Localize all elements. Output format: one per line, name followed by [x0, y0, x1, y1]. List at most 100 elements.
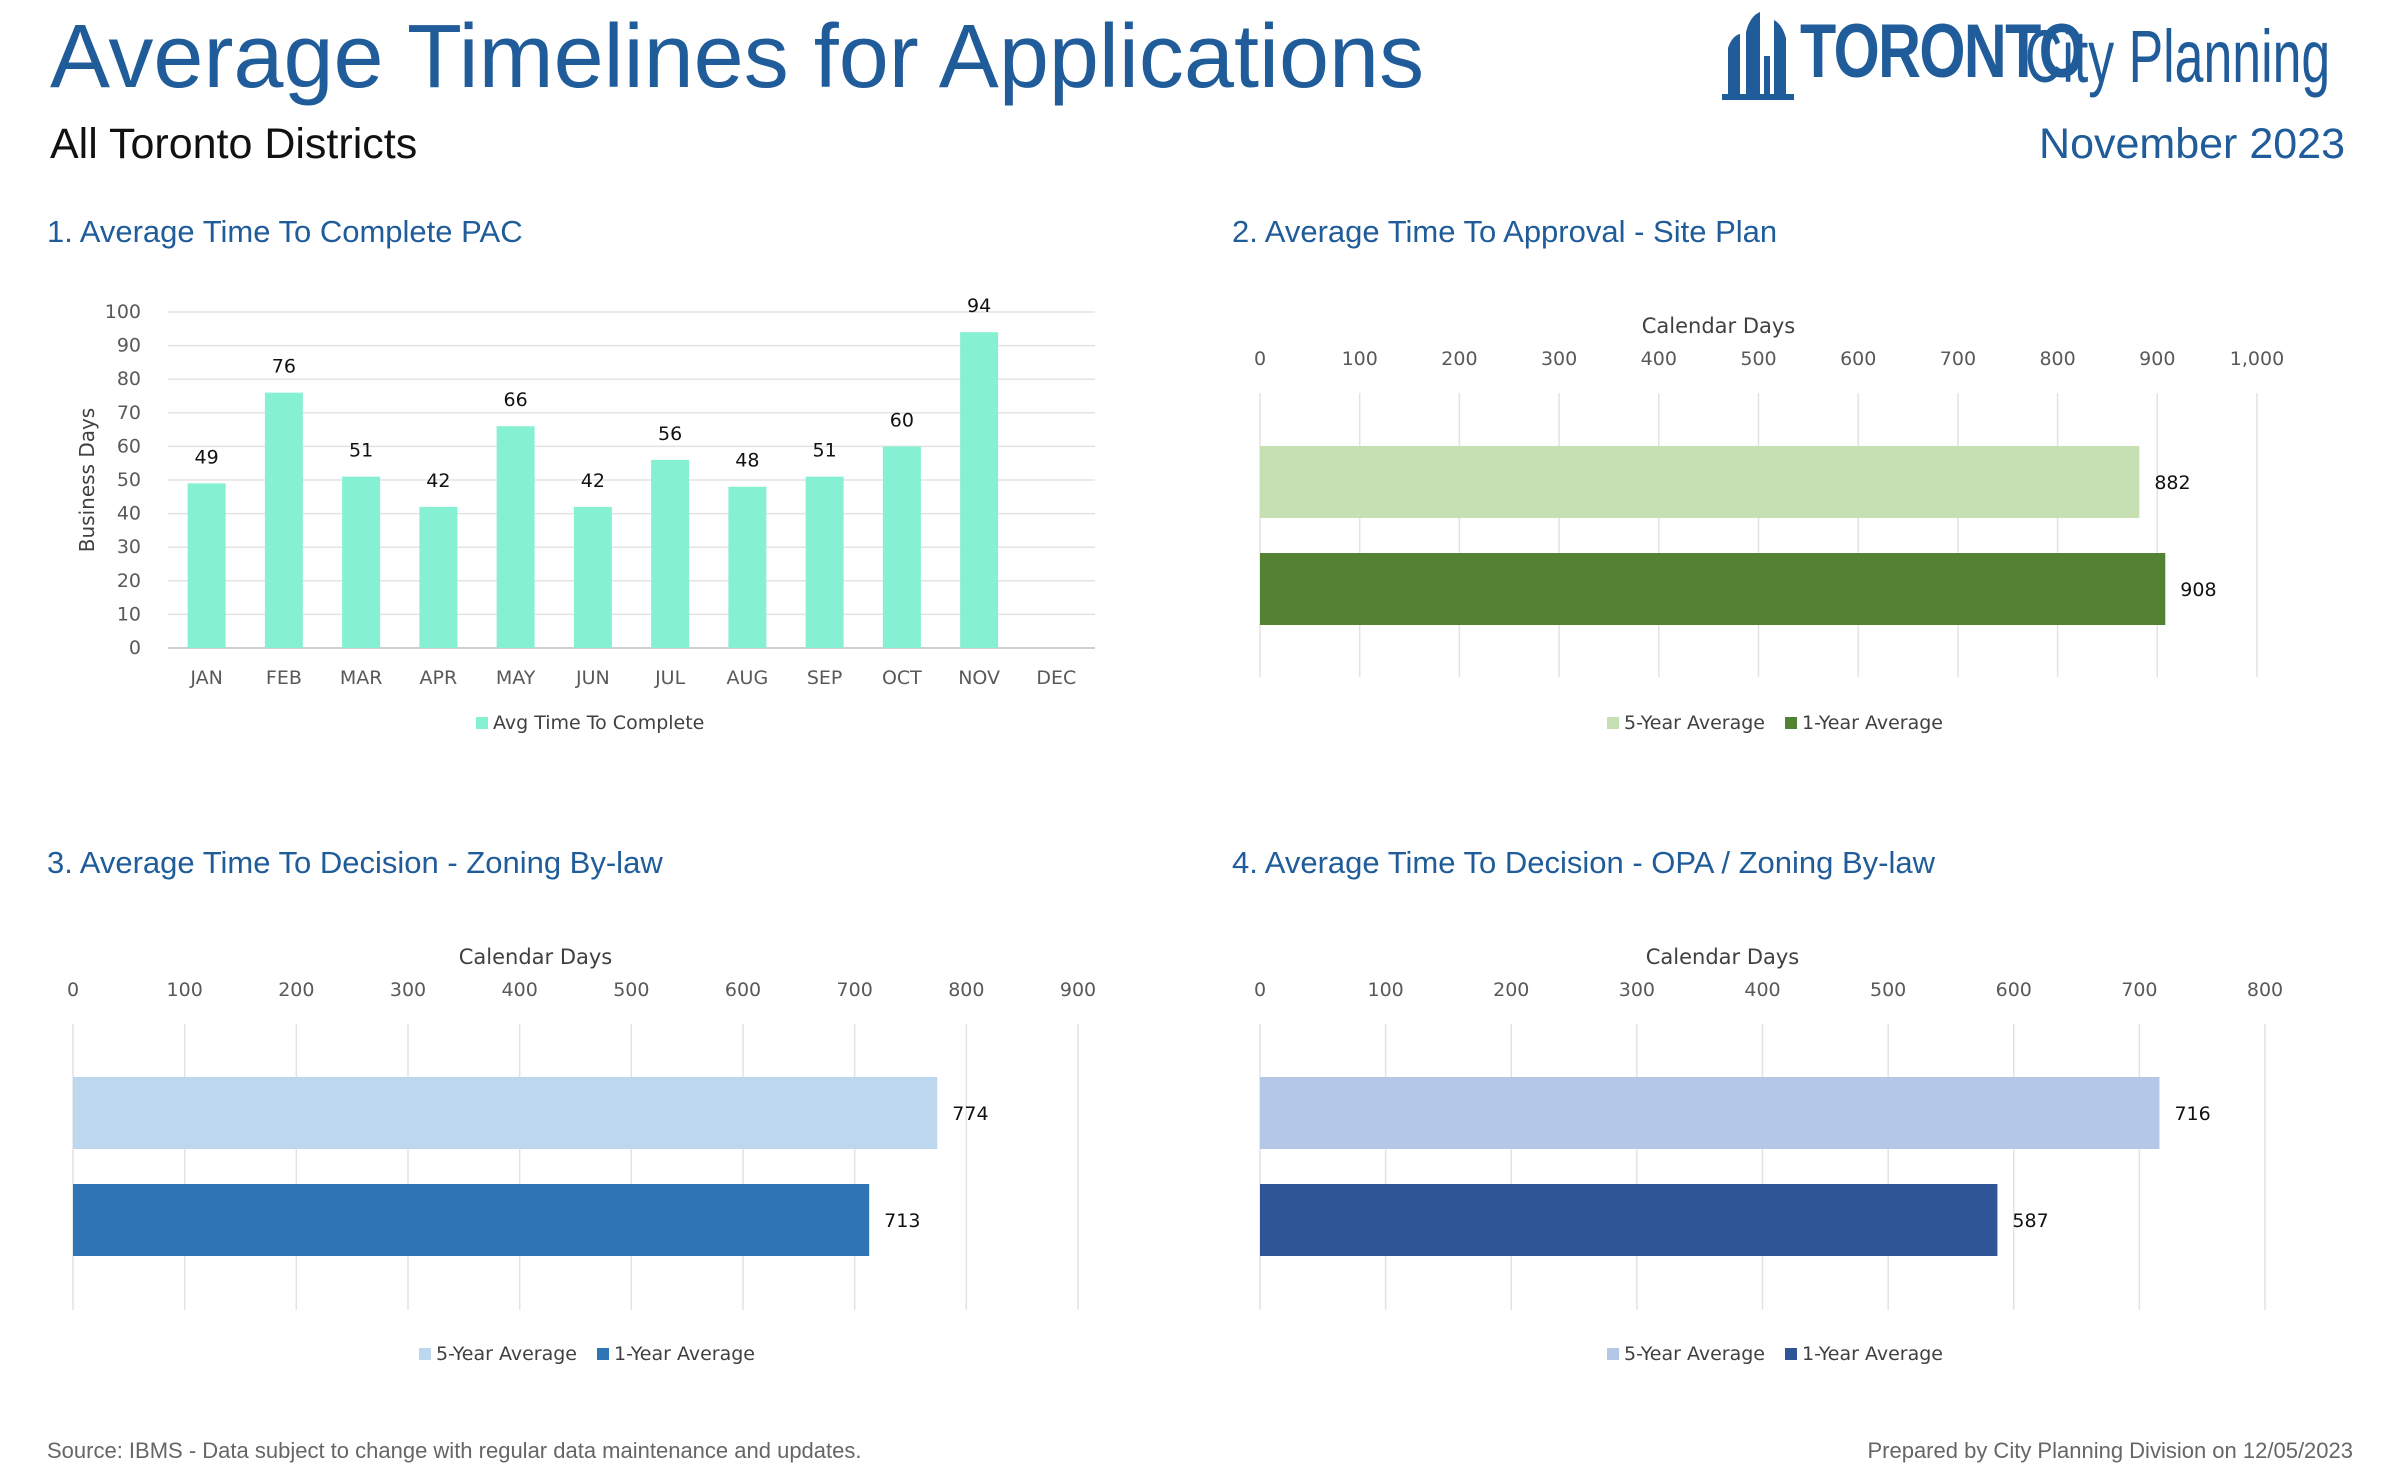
data-label: 882: [2154, 472, 2190, 494]
chart-1-title: 1. Average Time To Complete PAC: [47, 214, 523, 249]
x-tick-label: FEB: [266, 667, 302, 689]
x-tick-label: AUG: [727, 667, 769, 689]
x-tick-label: 0: [1254, 979, 1266, 1001]
bar-apr: [419, 506, 458, 648]
bar-sep: [805, 476, 844, 648]
x-tick-label: 400: [502, 979, 538, 1001]
page-subtitle: All Toronto Districts: [50, 120, 418, 168]
bar-jan: [187, 483, 226, 648]
logo-wordmark: TORONTO: [1800, 9, 2085, 94]
data-label: 587: [2012, 1210, 2048, 1232]
legend-label: 1-Year Average: [1802, 1343, 1943, 1365]
legend-swatch: [1785, 717, 1797, 729]
x-tick-label: JUL: [654, 667, 686, 689]
y-tick-label: 100: [105, 301, 141, 323]
x-tick-label: 300: [1619, 979, 1655, 1001]
x-tick-label: 500: [1870, 979, 1906, 1001]
data-label: 60: [890, 409, 914, 431]
x-tick-label: JAN: [189, 667, 222, 689]
x-tick-label: 500: [613, 979, 649, 1001]
data-label: 94: [967, 295, 991, 317]
prepared-note: Prepared by City Planning Division on 12…: [1867, 1438, 2353, 1463]
bar-1-year-average: [1260, 1184, 1998, 1256]
x-tick-label: 700: [2121, 979, 2157, 1001]
source-note: Source: IBMS - Data subject to change wi…: [47, 1438, 862, 1463]
y-tick-label: 50: [117, 469, 141, 491]
data-label: 56: [658, 423, 682, 445]
x-tick-label: 100: [1342, 348, 1378, 370]
x-tick-label: 200: [1493, 979, 1529, 1001]
x-axis-label: Calendar Days: [1642, 314, 1796, 338]
data-label: 66: [504, 389, 528, 411]
data-label: 51: [813, 440, 837, 462]
x-tick-label: 700: [837, 979, 873, 1001]
x-tick-label: NOV: [958, 667, 1000, 689]
legend-label: Avg Time To Complete: [493, 712, 704, 734]
x-tick-label: 500: [1740, 348, 1776, 370]
x-tick-label: MAY: [496, 667, 536, 689]
x-tick-label: DEC: [1036, 667, 1076, 689]
x-tick-label: 400: [1641, 348, 1677, 370]
report-date: November 2023: [2039, 120, 2345, 168]
data-label: 42: [581, 470, 605, 492]
x-tick-label: 300: [1541, 348, 1577, 370]
chart-3-title: 3. Average Time To Decision - Zoning By-…: [47, 845, 663, 880]
bar-oct: [882, 446, 921, 648]
bar-jun: [573, 506, 612, 648]
bar-nov: [960, 332, 999, 648]
data-label: 42: [426, 470, 450, 492]
x-tick-label: 900: [2139, 348, 2175, 370]
legend-label: 5-Year Average: [1624, 712, 1765, 734]
legend-label: 5-Year Average: [1624, 1343, 1765, 1365]
x-tick-label: 600: [1840, 348, 1876, 370]
legend-label: 1-Year Average: [1802, 712, 1943, 734]
data-label: 49: [195, 446, 219, 468]
x-tick-label: SEP: [807, 667, 843, 689]
data-label: 51: [349, 440, 373, 462]
y-tick-label: 20: [117, 570, 141, 592]
data-label: 76: [272, 356, 296, 378]
y-tick-label: 0: [129, 637, 141, 659]
x-tick-label: MAR: [340, 667, 383, 689]
x-tick-label: 900: [1060, 979, 1096, 1001]
x-tick-label: 300: [390, 979, 426, 1001]
legend-swatch: [1607, 717, 1619, 729]
y-tick-label: 30: [117, 536, 141, 558]
bar-jul: [651, 459, 690, 648]
x-tick-label: 800: [948, 979, 984, 1001]
legend-swatch: [419, 1348, 431, 1360]
legend-label: 1-Year Average: [614, 1343, 755, 1365]
bar-5-year-average: [1260, 1077, 2160, 1149]
legend-swatch: [476, 717, 488, 729]
toronto-city-planning-logo: TORONTO City Planning: [1720, 0, 2350, 110]
x-axis-label: Calendar Days: [1646, 945, 1800, 969]
x-tick-label: APR: [420, 667, 458, 689]
bar-mar: [342, 476, 381, 648]
chart-4-title: 4. Average Time To Decision - OPA / Zoni…: [1232, 845, 1935, 880]
bar-5-year-average: [73, 1077, 938, 1149]
x-tick-label: 1,000: [2230, 348, 2284, 370]
data-label: 48: [735, 450, 759, 472]
bar-1-year-average: [73, 1184, 870, 1256]
x-tick-label: 800: [2039, 348, 2075, 370]
y-tick-label: 60: [117, 435, 141, 457]
logo-department: City Planning: [2025, 15, 2331, 98]
y-tick-label: 80: [117, 368, 141, 390]
x-tick-label: 200: [1441, 348, 1477, 370]
bar-may: [496, 426, 535, 648]
x-tick-label: 700: [1940, 348, 1976, 370]
x-tick-label: 600: [1996, 979, 2032, 1001]
y-tick-label: 40: [117, 503, 141, 525]
x-tick-label: 200: [278, 979, 314, 1001]
x-tick-label: 600: [725, 979, 761, 1001]
x-tick-label: 100: [167, 979, 203, 1001]
y-axis-label: Business Days: [75, 408, 99, 552]
x-tick-label: OCT: [882, 667, 922, 689]
bar-aug: [728, 486, 767, 648]
bar-5-year-average: [1260, 446, 2140, 518]
x-axis-label: Calendar Days: [459, 945, 613, 969]
y-tick-label: 90: [117, 335, 141, 357]
bar-feb: [264, 392, 303, 648]
data-label: 908: [2180, 579, 2216, 601]
data-label: 713: [884, 1210, 920, 1232]
